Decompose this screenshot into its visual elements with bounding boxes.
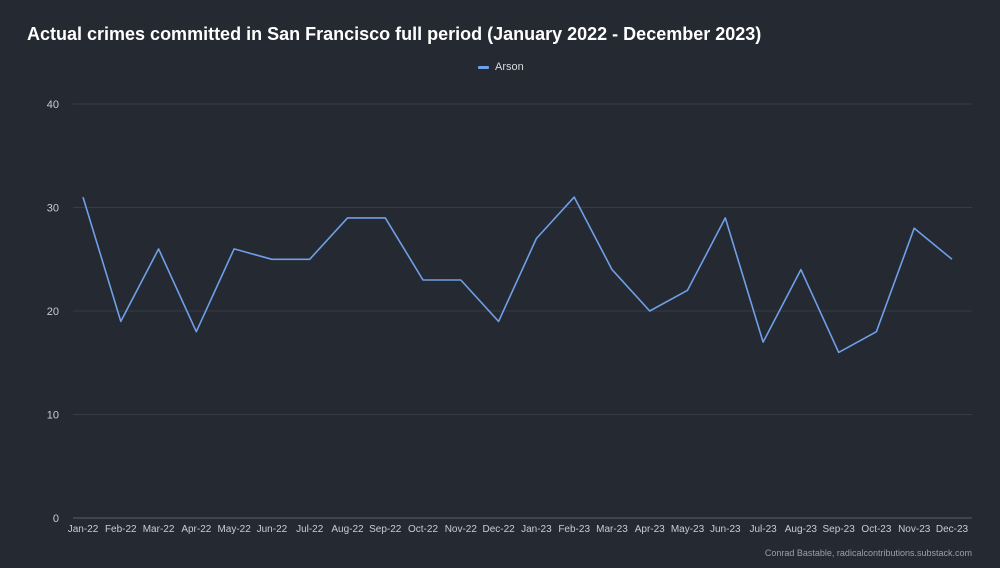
x-tick-label: Dec-22 (482, 524, 515, 535)
data-point (307, 257, 311, 261)
series-layer (81, 195, 954, 354)
data-point (572, 195, 576, 199)
y-tick-label: 10 (47, 410, 59, 422)
x-tick-label: Dec-23 (936, 524, 969, 535)
x-tick-label: Jun-22 (257, 524, 288, 535)
legend: Arson (478, 61, 524, 73)
data-point (874, 330, 878, 334)
data-point (232, 247, 236, 251)
legend-label-arson: Arson (495, 61, 524, 73)
y-tick-label: 20 (47, 306, 59, 318)
x-tick-label: Feb-23 (558, 524, 590, 535)
data-point (534, 236, 538, 240)
data-point (648, 309, 652, 313)
x-tick-label: Sep-23 (823, 524, 856, 535)
x-tick-label: Nov-23 (898, 524, 931, 535)
data-point (761, 340, 765, 344)
data-point (421, 278, 425, 282)
x-tick-label: Apr-23 (635, 524, 665, 535)
source-credit: Conrad Bastable, radicalcontributions.su… (764, 548, 972, 558)
data-point (610, 267, 614, 271)
chart-title: Actual crimes committed in San Francisco… (27, 24, 762, 44)
x-tick-label: Jun-23 (710, 524, 741, 535)
data-point (799, 267, 803, 271)
x-tick-label: Feb-22 (105, 524, 137, 535)
data-point (459, 278, 463, 282)
x-tick-label: Mar-22 (143, 524, 175, 535)
data-point (194, 330, 198, 334)
x-tick-label: May-23 (671, 524, 705, 535)
legend-swatch-arson (478, 65, 489, 69)
x-tick-label: Jan-23 (521, 524, 552, 535)
x-tick-label: Jul-22 (296, 524, 324, 535)
y-tick-label: 0 (53, 513, 59, 525)
x-tick-label: Sep-22 (369, 524, 402, 535)
data-point (836, 350, 840, 354)
y-axis-ticks: 0 10 20 30 40 (47, 99, 59, 525)
x-tick-label: Oct-22 (408, 524, 438, 535)
x-tick-label: Aug-23 (785, 524, 818, 535)
x-tick-label: Jul-23 (749, 524, 777, 535)
x-tick-label: Mar-23 (596, 524, 628, 535)
x-tick-label: Oct-23 (861, 524, 891, 535)
data-point (119, 319, 123, 323)
data-point (912, 226, 916, 230)
data-point (723, 216, 727, 220)
data-point (383, 216, 387, 220)
data-point (685, 288, 689, 292)
x-tick-label: Jan-22 (68, 524, 99, 535)
x-axis-ticks: Jan-22 Feb-22 Mar-22 Apr-22 May-22 Jun-22 Jul-… (68, 524, 969, 535)
y-tick-label: 40 (47, 99, 59, 111)
data-point (496, 319, 500, 323)
data-point (156, 247, 160, 251)
x-tick-label: May-22 (217, 524, 251, 535)
x-tick-label: Apr-22 (181, 524, 211, 535)
data-point (345, 216, 349, 220)
x-tick-label: Aug-22 (331, 524, 364, 535)
series-line-arson (82, 196, 953, 354)
gridlines (73, 103, 972, 519)
data-point (270, 257, 274, 261)
data-point (950, 257, 954, 261)
data-point (81, 195, 85, 199)
x-tick-label: Nov-22 (445, 524, 478, 535)
y-tick-label: 30 (47, 203, 59, 215)
